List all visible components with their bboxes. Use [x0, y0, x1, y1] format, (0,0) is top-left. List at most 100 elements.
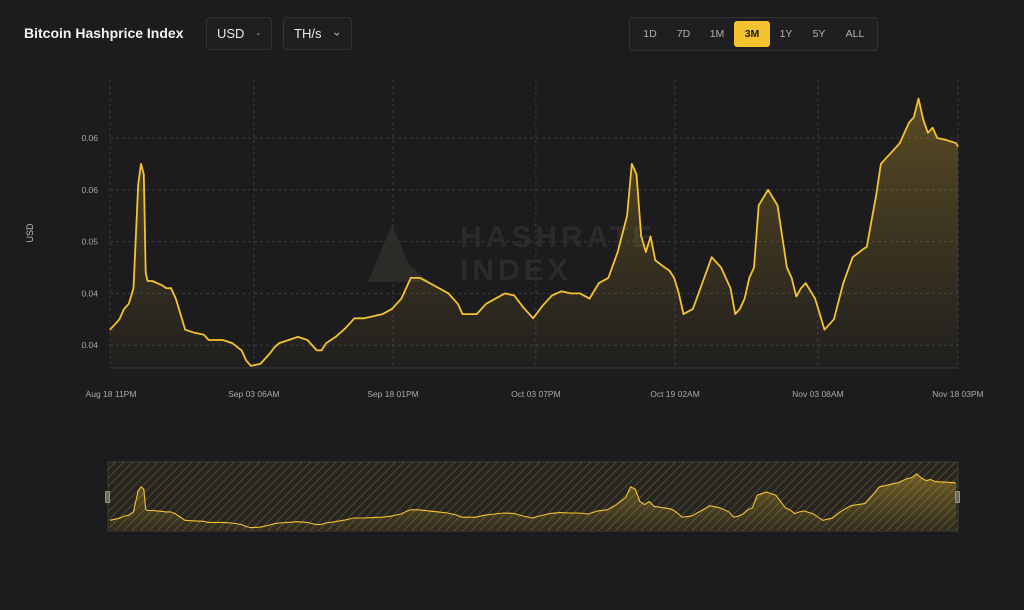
series-line [109, 97, 959, 367]
y-tick-label: 0.06 [81, 185, 98, 195]
data-point [143, 173, 145, 175]
range-button-5y[interactable]: 5Y [812, 28, 826, 40]
data-point [917, 98, 920, 100]
data-point [852, 256, 854, 258]
data-point [419, 277, 421, 279]
x-tick-labels: Aug 18 11PM Sep 03 06AM Sep 18 01PM Oct 03 … [86, 389, 984, 399]
data-point [767, 189, 769, 191]
data-point [692, 308, 694, 310]
data-point [353, 317, 355, 319]
data-point [175, 298, 177, 300]
data-point [400, 298, 402, 300]
series-points [109, 98, 959, 367]
data-point [118, 318, 120, 320]
data-point [814, 298, 816, 300]
data-point [927, 132, 929, 134]
data-point [711, 256, 713, 258]
data-point [504, 292, 506, 294]
data-point [222, 339, 224, 341]
data-point [842, 282, 844, 284]
data-point [278, 342, 280, 344]
data-point [123, 308, 125, 310]
data-point [269, 352, 271, 355]
data-point [823, 329, 826, 331]
data-point [325, 342, 327, 344]
range-button-1m[interactable]: 1M [709, 28, 725, 40]
data-point [635, 173, 638, 175]
range-button-7d[interactable]: 7D [676, 28, 691, 40]
range-button-all[interactable]: ALL [845, 28, 865, 40]
data-point [800, 287, 802, 289]
data-point [128, 303, 130, 305]
data-point [833, 318, 835, 320]
data-point [429, 282, 431, 284]
data-point [438, 287, 440, 289]
x-tick-label: Sep 18 01PM [367, 389, 419, 399]
range-button-1d[interactable]: 1D [643, 28, 657, 40]
data-point [382, 313, 384, 315]
data-point [208, 339, 210, 341]
data-point [344, 328, 346, 330]
data-point [861, 249, 863, 251]
range-button-3m[interactable]: 3M [734, 21, 770, 47]
data-point [682, 313, 685, 315]
currency-dropdown-label: USD [217, 26, 245, 41]
currency-dropdown[interactable]: USD [206, 17, 272, 50]
data-point [607, 277, 609, 279]
data-point [617, 251, 619, 253]
data-point [729, 287, 732, 289]
data-point [156, 282, 158, 284]
data-point [137, 184, 139, 186]
data-point [908, 121, 910, 124]
data-point [560, 290, 562, 292]
data-point [870, 220, 873, 222]
navigator-line [109, 473, 957, 529]
data-point [203, 334, 205, 336]
data-point [551, 294, 553, 297]
unit-dropdown-label: TH/s [294, 26, 322, 41]
y-tick-label: 0.04 [81, 340, 98, 350]
data-point [194, 332, 196, 334]
range-navigator[interactable] [107, 461, 959, 532]
data-point [523, 307, 525, 309]
data-point [109, 329, 111, 331]
data-point [231, 342, 233, 344]
data-point [664, 266, 666, 269]
navigator-left-handle[interactable] [105, 491, 110, 503]
data-point [316, 349, 318, 351]
data-point [819, 313, 821, 315]
data-point [335, 336, 337, 338]
data-point [306, 339, 308, 341]
data-point [753, 266, 755, 269]
x-tick-label: Sep 03 06AM [228, 389, 280, 399]
data-point [786, 266, 788, 269]
data-point [678, 292, 680, 294]
data-point [532, 317, 534, 319]
data-point [955, 142, 957, 144]
data-point [410, 277, 412, 279]
data-point [650, 235, 652, 237]
unit-dropdown[interactable]: TH/s [283, 17, 352, 50]
range-button-1y[interactable]: 1Y [779, 28, 793, 40]
data-point [748, 277, 750, 279]
watermark-text-line2: INDEX [460, 254, 572, 287]
data-point [631, 163, 633, 165]
chevron-down-icon [334, 32, 340, 36]
data-point [140, 163, 142, 165]
data-point [466, 313, 468, 315]
data-point [161, 284, 163, 286]
x-tick-label: Oct 19 02AM [650, 389, 700, 399]
data-point [673, 277, 675, 279]
data-point [485, 303, 487, 305]
data-point [932, 127, 934, 129]
data-point [297, 336, 299, 338]
watermark-logo: HASHRATE INDEX [368, 221, 652, 287]
navigator-right-handle[interactable] [955, 491, 960, 503]
data-point [899, 142, 901, 144]
data-point [184, 329, 186, 331]
data-point [668, 270, 671, 272]
data-point [494, 298, 497, 300]
data-point [457, 303, 459, 305]
data-point [626, 215, 628, 217]
